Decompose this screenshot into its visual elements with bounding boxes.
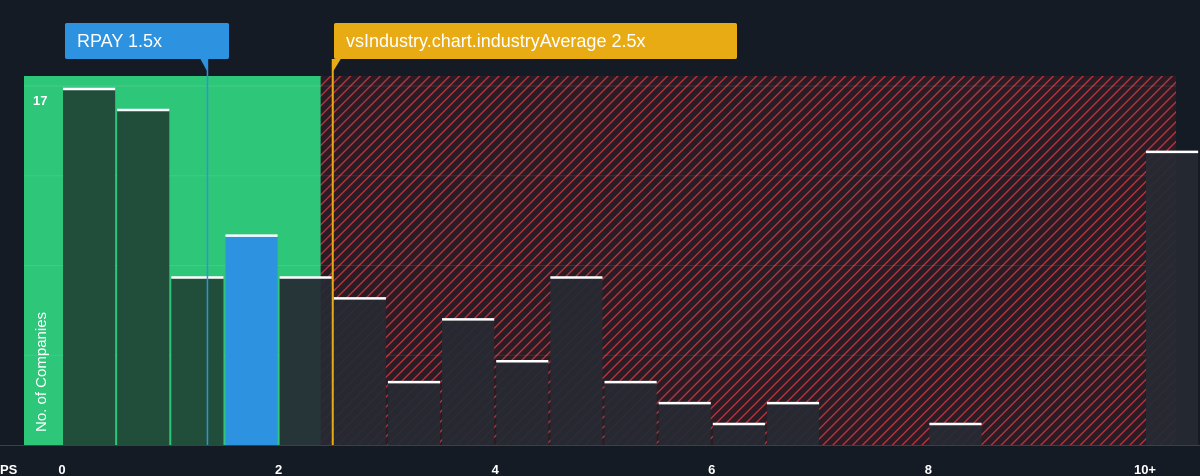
- x-tick-label: 2: [275, 462, 282, 476]
- histogram-bar: [225, 235, 278, 445]
- y-axis-label: No. of Companies: [33, 312, 50, 432]
- x-tick-label: 10+: [1134, 462, 1156, 476]
- industry-callout-pointer: [332, 59, 341, 72]
- histogram-bar: [1146, 151, 1199, 445]
- histogram-bar: [279, 277, 332, 445]
- histogram-bar: [387, 382, 441, 445]
- histogram-bar: [766, 403, 820, 445]
- histogram-bar: [63, 89, 116, 445]
- histogram-bar: [117, 109, 170, 446]
- industry-average-callout: vsIndustry.chart.industryAverage 2.5x: [334, 23, 737, 59]
- histogram-bar: [929, 424, 982, 445]
- histogram-bar: [496, 361, 549, 445]
- histogram-bar: [712, 424, 765, 445]
- x-tick-label: 8: [925, 462, 932, 476]
- histogram-bar: [658, 403, 711, 445]
- x-tick-label: 4: [492, 462, 500, 476]
- x-tick-label: 6: [708, 462, 715, 476]
- company-callout-pointer: [200, 59, 208, 72]
- y-tick-label: 17: [33, 93, 47, 108]
- histogram-bar: [333, 298, 386, 445]
- histogram-bar: [442, 319, 495, 445]
- company-ps-callout: RPAY 1.5x: [65, 23, 229, 59]
- histogram-bar: [171, 277, 224, 445]
- histogram-bar: [550, 277, 603, 445]
- x-tick-label: 0: [58, 462, 65, 476]
- histogram-bar: [604, 382, 657, 445]
- x-axis-label: PS: [0, 462, 18, 476]
